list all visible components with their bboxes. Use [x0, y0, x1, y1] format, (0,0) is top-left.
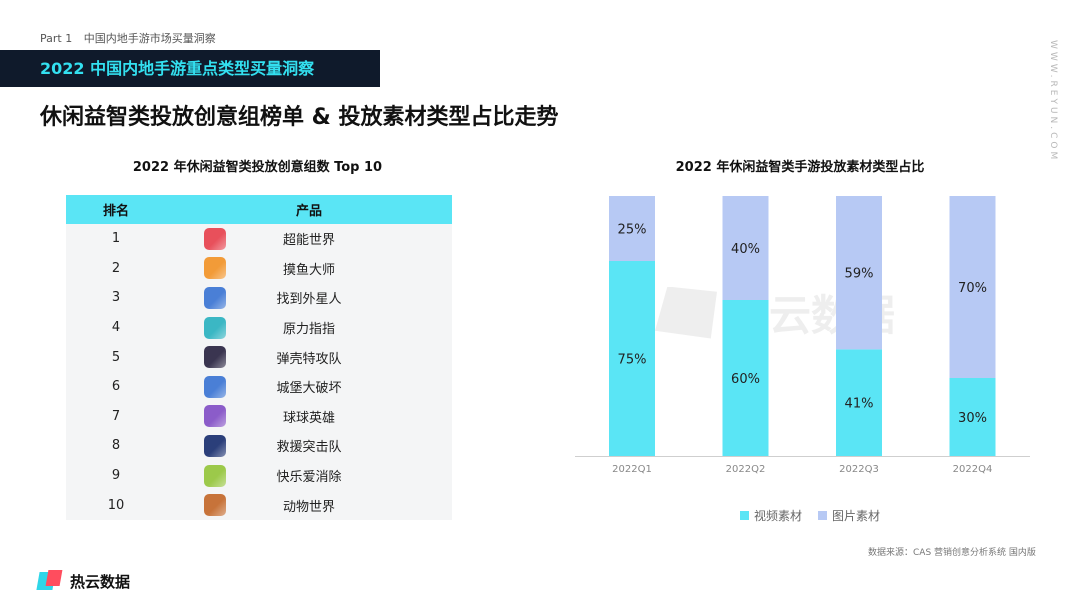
- part-label: Part 1 中国内地手游市场买量洞察: [40, 30, 216, 46]
- product-name-cell: 原力指指: [282, 322, 335, 338]
- legend-swatch-video: [740, 511, 749, 520]
- table-row: 1 超能世界: [66, 224, 452, 254]
- rank-cell: 9: [111, 468, 121, 484]
- bar-video-2022Q4: [949, 378, 996, 456]
- rank-cell: 3: [111, 290, 121, 306]
- table-row: 8 救援突击队: [66, 431, 452, 461]
- rank-cell: 6: [111, 379, 121, 395]
- brand-logo-icon: [36, 570, 63, 592]
- game-icon-brown: [204, 494, 226, 517]
- bar-image-2022Q4: [949, 196, 996, 378]
- icon-cell: [166, 494, 226, 517]
- game-icon-teal: [204, 316, 226, 339]
- table-header: 排名 产品: [66, 195, 452, 224]
- data-label: 60%: [731, 372, 760, 387]
- game-icon-navy: [204, 434, 226, 457]
- legend-item-image: 图片素材: [818, 507, 880, 524]
- legend-label-video: 视频素材: [754, 509, 803, 523]
- data-label: 75%: [618, 353, 647, 368]
- product-name-cell: 球球英雄: [282, 410, 335, 426]
- product-name-cell: 城堡大破坏: [276, 381, 342, 397]
- chart-title: 2022 年休闲益智类手游投放素材类型占比: [675, 160, 925, 175]
- stacked-bar-chart: 75% 25% 2022Q1 60% 40% 2022Q2 41% 59% 2022Q3 30% 7…: [575, 196, 1030, 475]
- bar-image-2022Q3: [836, 196, 882, 350]
- brand-logo: 热云数据: [36, 570, 131, 592]
- x-tick-label: 2022Q2: [726, 464, 766, 475]
- game-icon-orange: [204, 257, 226, 280]
- product-name-cell: 救援突击队: [276, 440, 342, 456]
- product-name-cell: 摸鱼大师: [282, 262, 335, 278]
- chart-legend: 视频素材 图片素材: [740, 507, 880, 524]
- table-row: 10 动物世界: [66, 490, 452, 520]
- legend-swatch-image: [818, 511, 828, 520]
- bar-video-2022Q2: [722, 300, 769, 456]
- rank-cell: 8: [111, 438, 121, 454]
- part-number: Part 1: [40, 32, 73, 45]
- legend-label-image: 图片素材: [832, 509, 881, 523]
- icon-cell: [166, 257, 226, 280]
- x-tick-label: 2022Q3: [839, 464, 879, 475]
- data-source-note: 数据来源：CAS 营销创意分析系统 国内版: [868, 548, 1036, 558]
- data-label: 30%: [958, 411, 987, 426]
- data-label: 40%: [731, 242, 760, 257]
- table-row: 4 原力指指: [66, 313, 452, 343]
- ranking-table: 排名 产品 1 超能世界 2 摸鱼大师 3 找到外星人 4 原力指指 5 弹壳特攻队 6 城堡大破坏 7…: [66, 195, 452, 520]
- bar-video-2022Q1: [609, 261, 655, 456]
- column-header-rank: 排名: [102, 204, 129, 219]
- ranking-title: 2022 年休闲益智类投放创意组数 Top 10: [132, 160, 383, 175]
- bar-image-2022Q1: [609, 196, 655, 261]
- icon-cell: [166, 227, 226, 250]
- game-icon-blue: [204, 375, 226, 398]
- rank-cell: 7: [111, 408, 121, 424]
- icon-cell: [166, 286, 226, 309]
- product-name-cell: 弹壳特攻队: [276, 351, 342, 367]
- icon-cell: [166, 405, 226, 428]
- column-header-product: 产品: [295, 204, 322, 219]
- bar-video-2022Q3: [836, 349, 882, 456]
- rank-cell: 4: [111, 320, 121, 336]
- section-banner: 2022 中国内地手游重点类型买量洞察: [0, 50, 380, 87]
- table-row: 7 球球英雄: [66, 402, 452, 432]
- legend-item-video: 视频素材: [740, 507, 802, 524]
- page-title: 休闲益智类投放创意组榜单 & 投放素材类型占比走势: [40, 105, 559, 130]
- game-icon-blue: [204, 286, 226, 309]
- product-name-cell: 超能世界: [282, 233, 335, 249]
- part-text: 中国内地手游市场买量洞察: [83, 32, 216, 45]
- table-row: 6 城堡大破坏: [66, 372, 452, 402]
- icon-cell: [166, 346, 226, 369]
- table-row: 5 弹壳特攻队: [66, 342, 452, 372]
- data-label: 25%: [618, 223, 647, 238]
- game-icon-purple: [204, 405, 226, 428]
- x-tick-label: 2022Q4: [953, 464, 993, 475]
- site-url-vertical: WWW.REYUN.COM: [1048, 40, 1058, 163]
- table-row: 2 摸鱼大师: [66, 254, 452, 284]
- x-tick-label: 2022Q1: [612, 464, 652, 475]
- brand-logo-text: 热云数据: [70, 572, 131, 591]
- table-row: 9 快乐爱消除: [66, 461, 452, 491]
- product-name-cell: 找到外星人: [276, 292, 342, 308]
- icon-cell: [166, 316, 226, 339]
- table-row: 3 找到外星人: [66, 283, 452, 313]
- icon-cell: [166, 434, 226, 457]
- table-body: 1 超能世界 2 摸鱼大师 3 找到外星人 4 原力指指 5 弹壳特攻队 6 城堡大破坏 7 球球英雄 8 救…: [66, 224, 452, 520]
- data-label: 59%: [845, 267, 874, 282]
- data-label: 41%: [845, 397, 874, 412]
- rank-cell: 2: [111, 260, 121, 276]
- data-label: 70%: [958, 281, 987, 296]
- bar-image-2022Q2: [722, 196, 769, 300]
- rank-cell: 1: [111, 231, 121, 247]
- rank-cell: 10: [107, 497, 125, 513]
- game-icon-green: [204, 464, 226, 487]
- game-icon-dark: [204, 346, 226, 369]
- product-name-cell: 动物世界: [282, 499, 335, 515]
- rank-cell: 5: [111, 349, 121, 365]
- icon-cell: [166, 464, 226, 487]
- icon-cell: [166, 375, 226, 398]
- game-icon-red: [204, 227, 226, 250]
- product-name-cell: 快乐爱消除: [276, 470, 342, 486]
